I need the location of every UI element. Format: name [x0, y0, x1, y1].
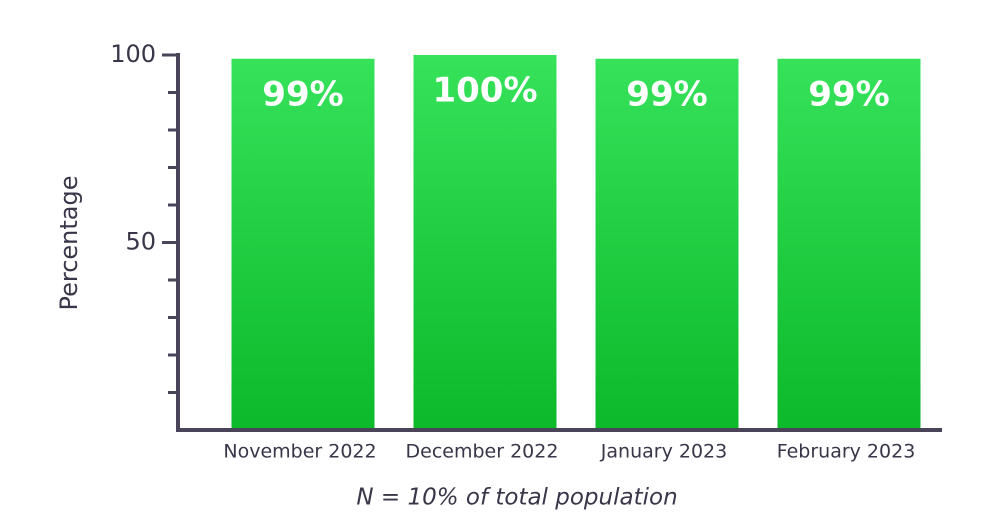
- value-label: 99%: [808, 74, 889, 114]
- bar: [231, 58, 375, 430]
- bar: [595, 58, 739, 430]
- x-tick-label: November 2022: [223, 441, 376, 463]
- y-axis-label: Percentage: [55, 175, 83, 310]
- value-label: 99%: [626, 74, 707, 114]
- y-tick-label: 100: [110, 40, 156, 68]
- y-tick-label: 50: [125, 228, 156, 256]
- bar: [777, 58, 921, 430]
- footnote: N = 10% of total population: [356, 485, 677, 511]
- x-tick-label: January 2023: [600, 441, 727, 463]
- value-label: 100%: [432, 71, 537, 111]
- bar: [413, 55, 557, 430]
- value-label: 99%: [262, 74, 343, 114]
- x-tick-label: December 2022: [406, 441, 559, 463]
- x-tick-label: February 2023: [777, 441, 916, 463]
